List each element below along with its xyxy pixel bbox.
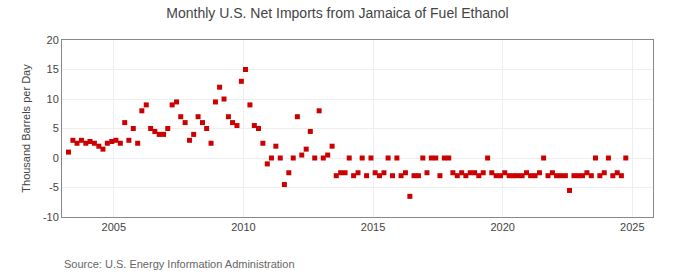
svg-text:Thousand Barrels per Day: Thousand Barrels per Day (20, 64, 32, 193)
svg-text:Source: U.S. Energy Informatio: Source: U.S. Energy Information Administ… (64, 258, 295, 270)
svg-text:2010: 2010 (231, 221, 255, 233)
svg-text:15: 15 (47, 63, 59, 75)
svg-text:2015: 2015 (361, 221, 385, 233)
svg-text:2020: 2020 (490, 221, 514, 233)
svg-text:2025: 2025 (620, 221, 644, 233)
svg-text:-5: -5 (49, 181, 59, 193)
svg-text:10: 10 (47, 93, 59, 105)
svg-text:2005: 2005 (102, 221, 126, 233)
svg-text:0: 0 (53, 152, 59, 164)
svg-text:20: 20 (47, 34, 59, 46)
svg-text:Monthly U.S. Net Imports from: Monthly U.S. Net Imports from Jamaica of… (166, 5, 508, 21)
svg-text:5: 5 (53, 122, 59, 134)
svg-text:-10: -10 (43, 211, 59, 223)
